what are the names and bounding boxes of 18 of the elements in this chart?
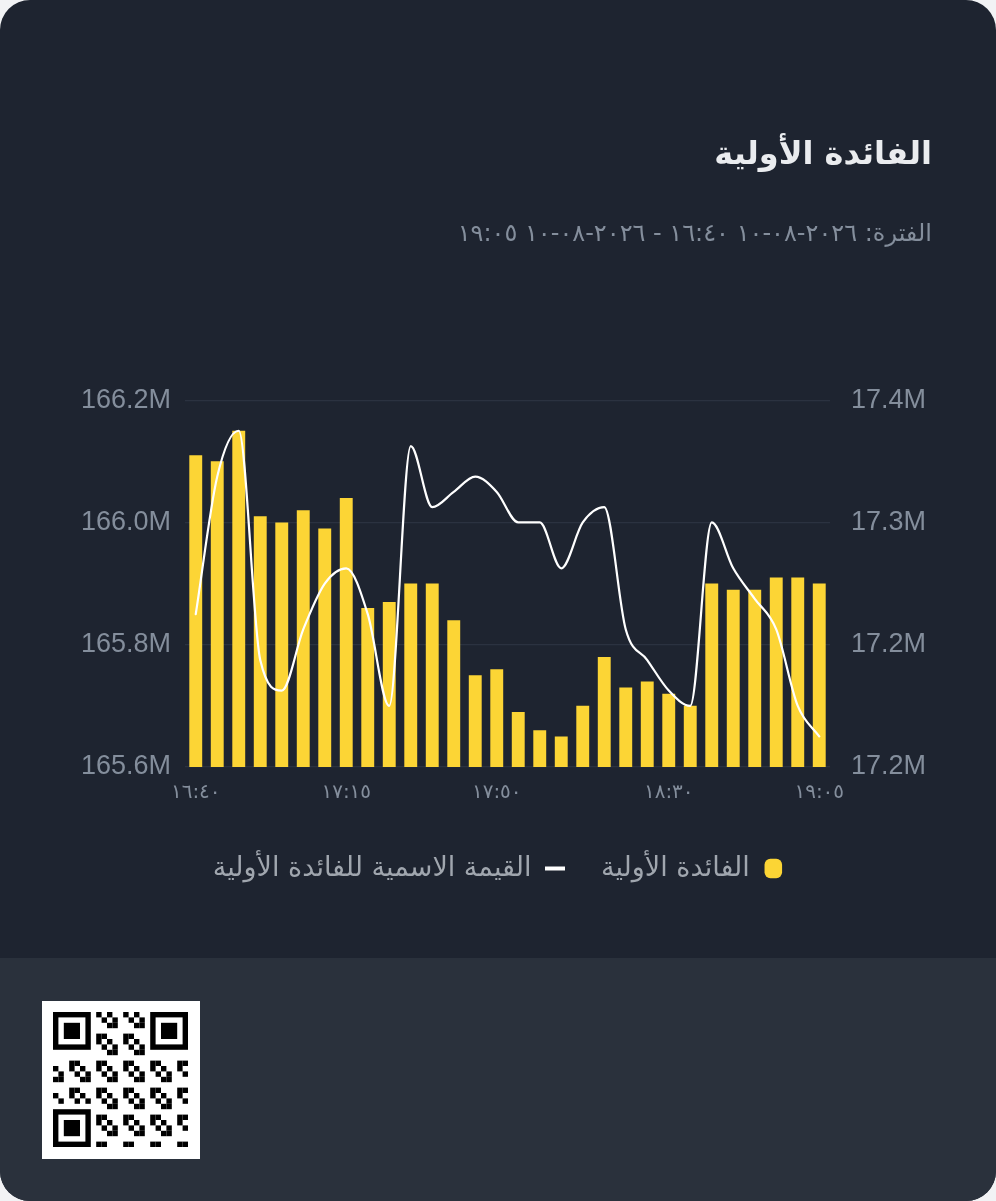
y-tick-label: 165.8M: [80, 628, 171, 659]
x-tick-label: ١٧:١٥: [321, 779, 372, 804]
y2-tick-label: 17.4M: [851, 383, 927, 414]
chart-title: الفائدة الأولية: [714, 134, 932, 172]
y-tick-label: 166.2M: [80, 383, 171, 414]
y2-tick-label: 17.3M: [851, 505, 927, 536]
x-tick-label: ١٦:٤٠: [170, 779, 221, 804]
chart-subtitle: الفترة: ٢٠٢٦-٠٨-١٠ ١٦:٤٠ - ٢٠٢٦-٠٨-١٠ ١٩:٠٥: [457, 219, 932, 247]
y-tick-label: 166.0M: [80, 505, 171, 536]
y2-tick-label: 17.2M: [851, 628, 927, 659]
legend-label: الفائدة الأولية: [600, 848, 750, 883]
y2-tick-label: 17.2M: [851, 750, 927, 781]
x-tick-label: ١٨:٣٠: [643, 779, 694, 804]
x-tick-label: ١٩:٠٥: [794, 779, 845, 804]
y-tick-label: 165.6M: [80, 750, 171, 781]
legend-label: القيمة الاسمية للفائدة الأولية: [212, 848, 532, 883]
line-series: [194, 429, 821, 738]
x-tick-label: ١٧:٥٠: [471, 779, 522, 804]
